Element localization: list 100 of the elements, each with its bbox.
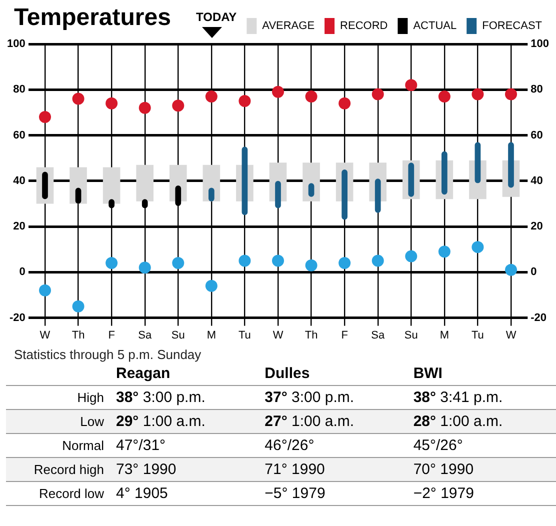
y-tick-label: 60 xyxy=(13,129,26,142)
point xyxy=(138,102,151,114)
text: 70° 1990 xyxy=(407,458,556,482)
text: Low xyxy=(6,410,110,434)
point xyxy=(338,257,351,270)
point xyxy=(172,100,184,112)
text: 46°/26° xyxy=(258,434,408,458)
y2-tick-label: 60 xyxy=(530,129,543,142)
text: Normal xyxy=(6,434,110,458)
x-tick-label: Sa xyxy=(138,329,152,342)
x-tick-label: F xyxy=(108,329,116,342)
x-tick-label: Su xyxy=(171,329,185,342)
text: 27° 1:00 a.m. xyxy=(258,410,408,434)
text: 71° 1990 xyxy=(258,458,408,482)
point xyxy=(372,254,384,267)
x-tick-label: M xyxy=(440,329,450,342)
point xyxy=(405,79,418,92)
point xyxy=(272,254,284,267)
text: 38° 3:00 p.m. xyxy=(110,386,259,410)
text: 37° 3:00 p.m. xyxy=(258,386,408,410)
point xyxy=(138,262,151,274)
text: 73° 1990 xyxy=(110,458,259,482)
y2-tick-label: 20 xyxy=(530,220,543,233)
bar xyxy=(102,167,120,204)
text: 29° 1:00 a.m. xyxy=(110,410,259,434)
point xyxy=(72,300,84,312)
text: BWI xyxy=(412,364,444,384)
text: Dulles xyxy=(264,364,311,384)
x-tick-label: W xyxy=(272,329,284,342)
y-tick-label: 100 xyxy=(6,38,26,50)
point xyxy=(106,257,118,270)
chart-title: Temperatures xyxy=(14,4,171,32)
bar xyxy=(242,146,248,216)
text: 38° 3:41 p.m. xyxy=(407,386,556,410)
bar xyxy=(374,178,381,213)
point xyxy=(72,92,84,105)
bar xyxy=(442,151,448,195)
y-tick-label: -20 xyxy=(9,312,26,324)
legend-label: AVERAGE xyxy=(262,20,315,32)
x-tick-label: Tu xyxy=(238,329,251,342)
text: High xyxy=(6,386,110,410)
text: 28° 1:00 a.m. xyxy=(407,410,556,434)
point xyxy=(372,88,384,100)
point xyxy=(238,254,251,267)
point xyxy=(305,90,318,102)
text: −5° 1979 xyxy=(258,482,408,506)
bar xyxy=(474,142,481,184)
bar xyxy=(42,172,48,200)
x-tick-label: Tu xyxy=(472,329,484,342)
y2-tick-label: 40 xyxy=(530,174,543,187)
text: TODAY xyxy=(196,10,237,24)
y-tick-label: 40 xyxy=(13,174,26,187)
text: −2° 1979 xyxy=(407,482,556,506)
x-tick-label: F xyxy=(341,329,348,342)
bar xyxy=(302,162,320,202)
point xyxy=(472,88,484,100)
text: Reagan xyxy=(115,364,172,384)
point xyxy=(438,246,450,258)
legend-label: RECORD xyxy=(340,20,388,32)
point xyxy=(505,88,518,100)
text: 45°/26° xyxy=(407,434,556,458)
point xyxy=(405,250,418,262)
text: 47°/31° xyxy=(110,434,259,458)
y2-tick-label: 0 xyxy=(530,266,537,278)
bar xyxy=(342,169,348,220)
text: Record low xyxy=(6,482,110,506)
x-tick-label: Th xyxy=(72,329,85,342)
x-tick-label: Su xyxy=(404,329,418,342)
x-tick-label: W xyxy=(506,329,517,342)
bar xyxy=(508,142,514,188)
point xyxy=(505,264,518,276)
point xyxy=(205,280,218,292)
legend-label: ACTUAL xyxy=(413,20,457,32)
point xyxy=(305,259,318,272)
text: Statistics through 5 p.m. Sunday xyxy=(14,347,202,362)
legend-label: FORECAST xyxy=(482,20,542,32)
x-tick-label: M xyxy=(206,329,216,342)
y-tick-label: 0 xyxy=(19,266,26,278)
y-tick-label: 20 xyxy=(13,220,26,233)
point xyxy=(172,257,184,270)
point xyxy=(106,97,118,110)
text: 4° 1905 xyxy=(110,482,259,506)
point xyxy=(38,284,51,296)
point xyxy=(205,90,218,102)
point xyxy=(338,97,351,110)
point xyxy=(238,95,251,108)
x-tick-label: W xyxy=(40,329,51,342)
y2-tick-label: 80 xyxy=(530,84,543,96)
text: Record high xyxy=(6,458,110,482)
y2-tick-label: 100 xyxy=(530,38,550,50)
point xyxy=(472,241,484,254)
point xyxy=(272,86,284,98)
point xyxy=(38,111,51,124)
bar xyxy=(275,180,281,208)
point xyxy=(438,90,450,102)
bar xyxy=(408,162,414,197)
y2-tick-label: -20 xyxy=(530,312,547,324)
x-tick-label: Th xyxy=(304,329,318,342)
x-tick-label: Sa xyxy=(371,329,386,342)
y-tick-label: 80 xyxy=(13,84,26,96)
